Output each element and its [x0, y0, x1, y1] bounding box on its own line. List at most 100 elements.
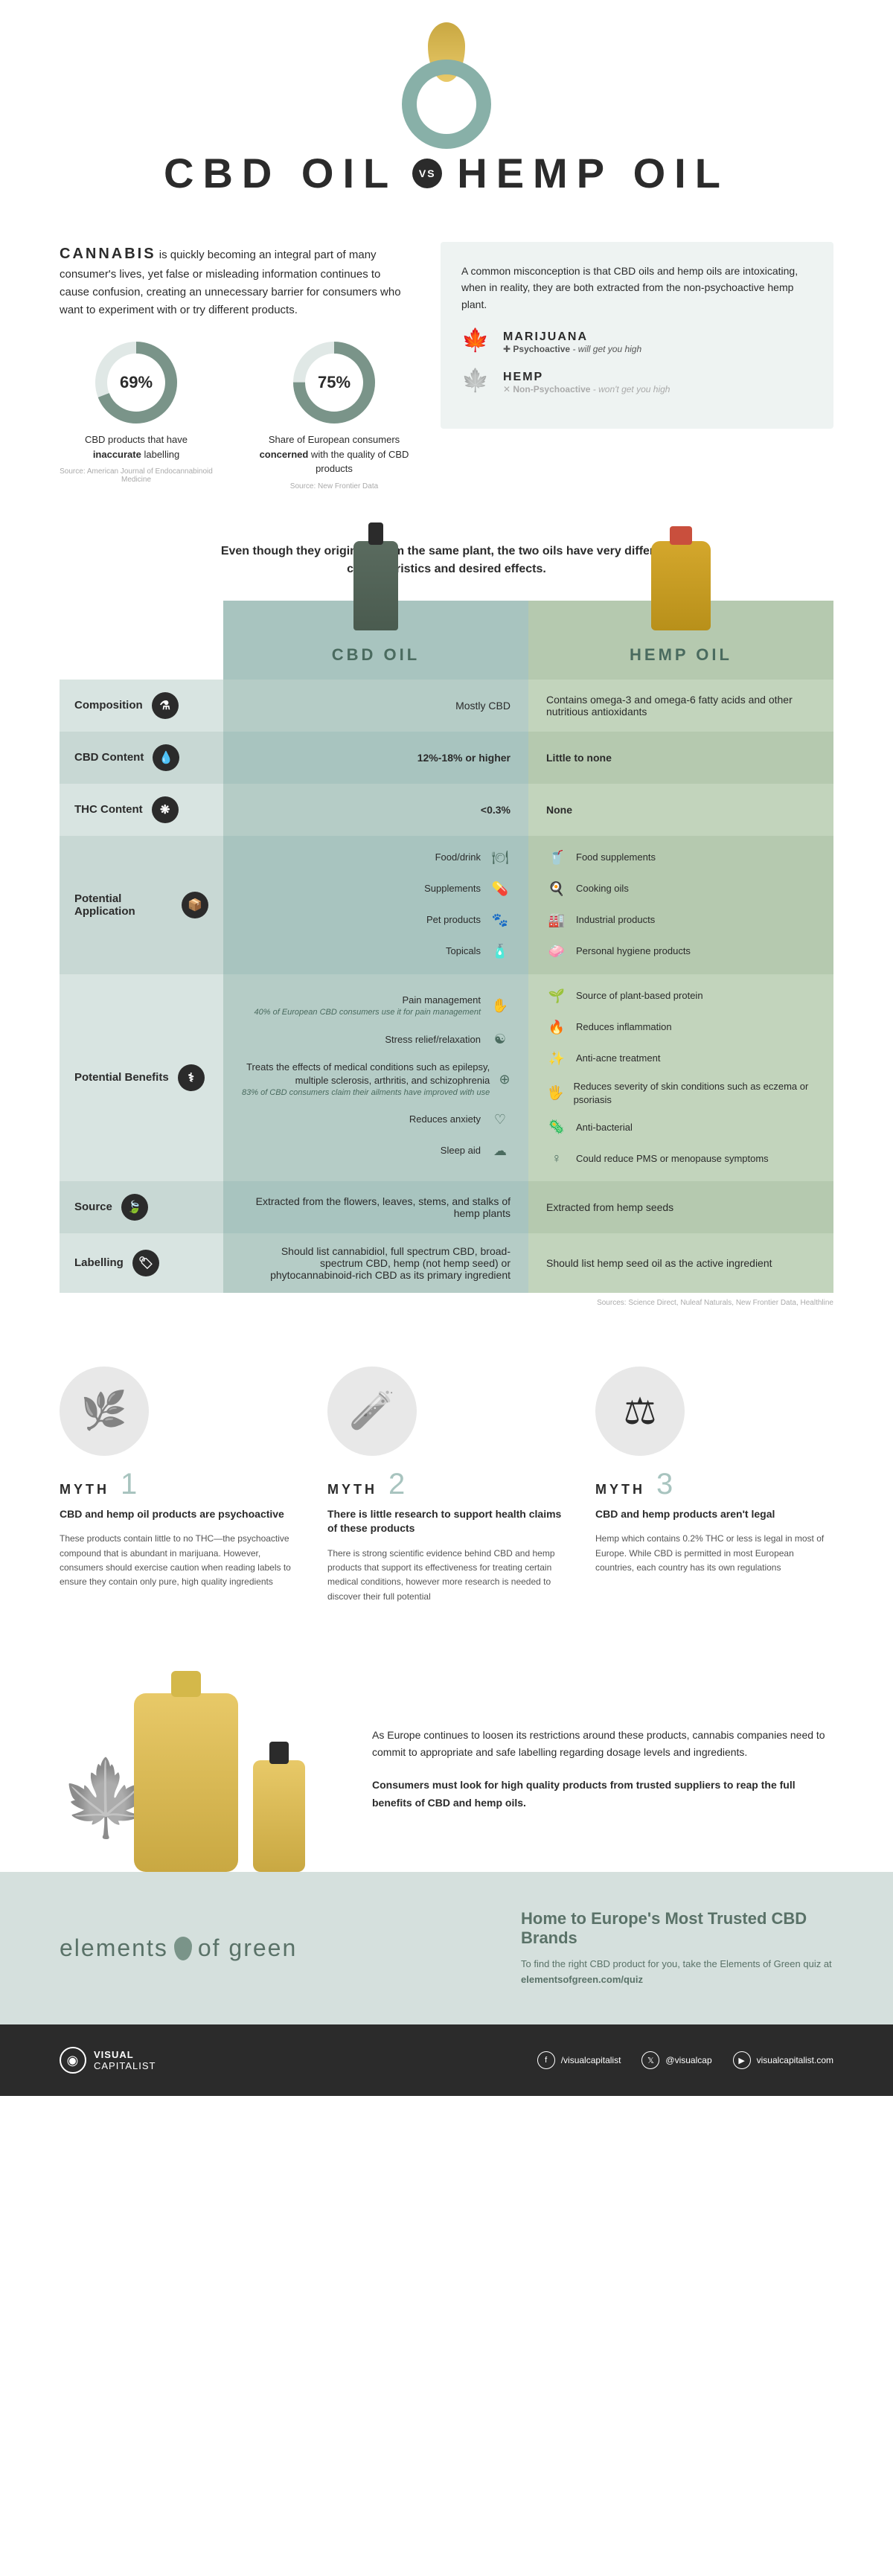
myth-card: ⚖ MYTH 3 CBD and hemp products aren't le…: [595, 1367, 833, 1604]
hero: CBD OIL VS HEMP OIL: [0, 0, 893, 212]
eog-band: elements of green Home to Europe's Most …: [0, 1872, 893, 2025]
list-item: Sleep aid ☁: [241, 1140, 510, 1161]
donut-value: 69%: [120, 373, 153, 392]
stat-source: Source: New Frontier Data: [257, 482, 411, 490]
list-item: 🔥 Reduces inflammation: [546, 1017, 816, 1038]
lead-paragraph: CANNABIS is quickly becoming an integral…: [60, 242, 411, 319]
stat-block: 75% Share of European consumers concerne…: [257, 342, 411, 490]
row-icon: 🏷: [132, 1250, 159, 1276]
item-icon: 🧼: [546, 942, 567, 962]
myths-section: 🌿 MYTH 1 CBD and hemp oil products are p…: [0, 1337, 893, 1634]
item-icon: 💊: [490, 879, 510, 900]
list-item: Treats the effects of medical conditions…: [241, 1061, 510, 1099]
social-icon: ▶: [733, 2051, 751, 2069]
table-row: Potential Application 📦 Food/drink 🍽 Sup…: [60, 836, 833, 974]
comparison-table: Composition ⚗ Mostly CBD Contains omega-…: [0, 680, 893, 1293]
myth-subtitle: CBD and hemp oil products are psychoacti…: [60, 1507, 298, 1522]
item-icon: ✨: [546, 1049, 567, 1070]
cbd-cell: Extracted from the flowers, leaves, stem…: [223, 1181, 528, 1233]
hemp-cell: Extracted from hemp seeds: [528, 1181, 833, 1233]
list-item: 🥤 Food supplements: [546, 848, 816, 869]
title-left: CBD OIL: [164, 149, 397, 197]
table-sources: Sources: Science Direct, Nuleaf Naturals…: [0, 1293, 893, 1337]
social-handle: @visualcap: [665, 2055, 711, 2065]
table-row: Potential Benefits ⚕ Pain management40% …: [60, 974, 833, 1181]
vs-badge: VS: [412, 159, 442, 188]
item-icon: 🖐: [546, 1083, 565, 1104]
leaf-icon: 🍁: [461, 327, 491, 357]
row-icon: ❋: [152, 796, 179, 823]
row-label: Source 🍃: [60, 1181, 223, 1233]
myth-title: MYTH 3: [595, 1468, 833, 1501]
social-link[interactable]: 𝕏 @visualcap: [641, 2051, 711, 2069]
row-label: Composition ⚗: [60, 680, 223, 732]
hemp-cell: Should list hemp seed oil as the active …: [528, 1233, 833, 1293]
myth-card: 🧪 MYTH 2 There is little research to sup…: [327, 1367, 566, 1604]
table-row: THC Content ❋ <0.3% None: [60, 784, 833, 836]
row-label: Potential Application 📦: [60, 836, 223, 974]
social-link[interactable]: f /visualcapitalist: [537, 2051, 621, 2069]
plant-name: MARIJUANA: [503, 330, 641, 344]
cbd-bottle-graphic: [353, 541, 398, 630]
closing-bottles-graphic: 🍁: [60, 1663, 342, 1872]
table-row: Labelling 🏷 Should list cannabidiol, ful…: [60, 1233, 833, 1293]
item-icon: 🍳: [546, 879, 567, 900]
row-icon: 💧: [153, 744, 179, 771]
donut-chart: 69%: [95, 342, 177, 424]
list-item: ♀ Could reduce PMS or menopause symptoms: [546, 1148, 816, 1169]
leaf-icon: 🍁: [461, 368, 491, 397]
footer: ◉ VISUALCAPITALIST f /visualcapitalist 𝕏…: [0, 2024, 893, 2096]
title-right: HEMP OIL: [457, 149, 729, 197]
cbd-cell: Pain management40% of European CBD consu…: [223, 974, 528, 1181]
closing-text: As Europe continues to loosen its restri…: [372, 1727, 833, 1872]
row-label: Potential Benefits ⚕: [60, 974, 223, 1181]
list-item: 🏭 Industrial products: [546, 910, 816, 931]
cbd-cell: <0.3%: [223, 784, 528, 836]
myth-image: 🌿: [60, 1367, 149, 1456]
item-icon: 🔥: [546, 1017, 567, 1038]
stats-row: 69% CBD products that have inaccurate la…: [60, 342, 411, 490]
intro-section: CANNABIS is quickly becoming an integral…: [0, 212, 893, 520]
compare-intro: Even though they originate from the same…: [0, 520, 893, 601]
eog-logo: elements of green: [60, 1934, 297, 1962]
item-icon: ✋: [490, 996, 510, 1017]
stat-caption: CBD products that have inaccurate labell…: [60, 432, 213, 461]
plant-name: HEMP: [503, 371, 670, 384]
myth-image: ⚖: [595, 1367, 685, 1456]
item-icon: 🍽: [490, 848, 510, 869]
hemp-cell: Contains omega-3 and omega-6 fatty acids…: [528, 680, 833, 732]
social-link[interactable]: ▶ visualcapitalist.com: [733, 2051, 833, 2069]
closing-p2: Consumers must look for high quality pro…: [372, 1777, 833, 1812]
list-item: Pain management40% of European CBD consu…: [241, 994, 510, 1019]
item-icon: 🏭: [546, 910, 567, 931]
oil-drop-graphic: [402, 15, 491, 149]
social-handle: /visualcapitalist: [561, 2055, 621, 2065]
myth-subtitle: CBD and hemp products aren't legal: [595, 1507, 833, 1522]
closing-p1: As Europe continues to loosen its restri…: [372, 1727, 833, 1762]
plant-row: 🍁 HEMP ✕ Non-Psychoactive - won't get yo…: [461, 368, 813, 397]
item-icon: ♡: [490, 1109, 510, 1130]
list-item: Stress relief/relaxation ☯: [241, 1029, 510, 1050]
item-icon: 🦠: [546, 1117, 567, 1138]
myth-image: 🧪: [327, 1367, 417, 1456]
list-item: 🌱 Source of plant-based protein: [546, 986, 816, 1007]
myth-body: These products contain little to no THC—…: [60, 1532, 298, 1589]
item-icon: 🐾: [490, 910, 510, 931]
hemp-cell: None: [528, 784, 833, 836]
intro-left: CANNABIS is quickly becoming an integral…: [60, 242, 411, 490]
vc-brand-text: VISUALCAPITALIST: [94, 2049, 156, 2071]
misconception-text: A common misconception is that CBD oils …: [461, 263, 813, 313]
plant-sub: ✕ Non-Psychoactive - won't get you high: [503, 384, 670, 394]
list-item: Topicals 🧴: [241, 942, 510, 962]
cbd-cell: Food/drink 🍽 Supplements 💊 Pet products …: [223, 836, 528, 974]
row-label: THC Content ❋: [60, 784, 223, 836]
vc-logo: ◉ VISUALCAPITALIST: [60, 2047, 156, 2074]
list-item: Supplements 💊: [241, 879, 510, 900]
vc-mark-icon: ◉: [60, 2047, 86, 2074]
item-icon: ☯: [490, 1029, 510, 1050]
row-icon: 🍃: [121, 1194, 148, 1221]
closing-section: 🍁 As Europe continues to loosen its rest…: [0, 1634, 893, 1872]
myth-title: MYTH 2: [327, 1468, 566, 1501]
social-links: f /visualcapitalist 𝕏 @visualcap ▶ visua…: [537, 2051, 833, 2069]
plant-sub: ✚ Psychoactive - will get you high: [503, 344, 641, 354]
